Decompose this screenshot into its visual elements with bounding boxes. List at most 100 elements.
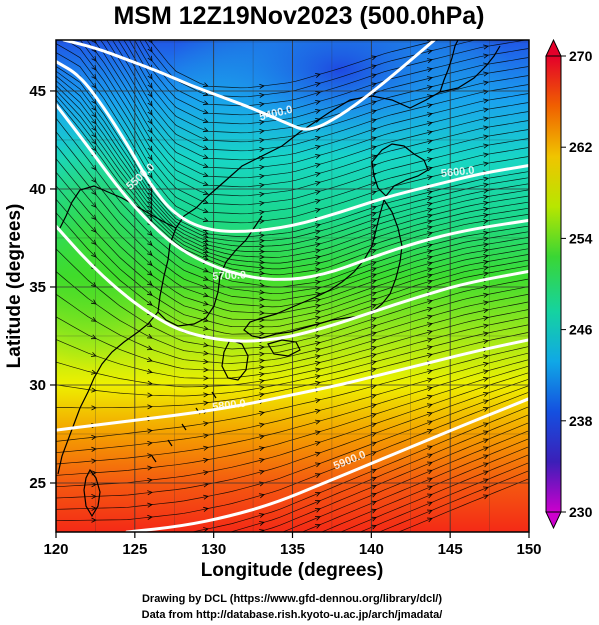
wind-arrowhead [259,469,265,475]
y-axis-ticks: 25 30 35 40 45 [29,83,56,492]
wind-arrowhead [315,408,321,414]
wind-arrowhead [427,166,433,172]
wind-arrowhead [483,125,489,131]
wind-arrowhead [427,103,433,109]
x-tick-label: 130 [201,541,226,558]
wind-arrowhead [427,299,433,305]
wind-arrowhead [482,462,489,468]
wind-arrowhead [203,392,209,398]
wind-arrowhead [370,82,377,88]
wind-arrowhead [202,292,209,298]
wind-arrowhead [483,176,489,182]
wind-arrowhead [483,339,489,345]
wind-arrowhead [315,172,321,177]
wind-arrowhead [315,540,320,544]
wind-arrowhead [202,217,209,223]
wind-arrowhead [315,248,321,254]
wind-arrowhead [203,445,209,451]
wind-arrowhead [315,154,321,159]
wind-arrowhead [259,546,264,550]
wind-arrowhead [370,303,377,309]
wind-arrowhead [259,249,265,255]
wind-arrowhead [427,49,433,55]
wind-arrowhead [483,206,489,212]
wind-arrowhead [147,73,153,80]
wind-arrowhead [147,477,153,483]
wind-arrowhead [315,360,321,366]
wind-arrowhead [202,284,209,289]
wind-arrowhead [314,441,321,446]
wind-arrowhead [259,513,265,518]
wind-arrowhead [147,127,153,134]
wind-arrowhead [91,446,97,452]
wind-arrowhead [370,73,377,79]
y-tick-label: 40 [29,181,46,198]
wind-arrowhead [203,584,208,588]
wind-arrowhead [147,211,153,218]
wind-arrowhead [259,422,265,428]
wind-arrowhead [370,432,377,437]
wind-arrowhead [147,163,153,170]
wind-arrowhead [426,477,433,483]
wind-arrowhead [259,365,265,371]
wind-streamline [139,40,528,107]
wind-arrowhead [315,347,321,353]
wind-arrowhead [202,127,209,133]
wind-arrowhead [92,562,97,566]
wind-arrowhead [427,225,433,231]
wind-arrowhead [370,100,377,106]
wind-arrowhead [483,188,489,194]
wind-arrowhead [202,190,209,196]
wind-arrowhead [92,570,97,574]
credit-data: Data from http://database.rish.kyoto-u.a… [142,609,443,621]
wind-arrowhead [370,154,377,160]
wind-arrowhead [483,200,489,206]
wind-arrowhead [259,119,265,125]
contour-label: 5700.0 [212,269,246,283]
wind-arrowhead [203,527,209,532]
wind-arrowhead [147,190,153,197]
wind-arrowhead [314,508,321,513]
wind-arrowhead [92,20,96,25]
wind-arrowhead [370,279,377,285]
wind-arrowhead [203,358,209,365]
wind-arrowhead [315,199,321,204]
wind-arrowhead [482,446,489,452]
wind-arrowhead [426,485,433,491]
wind-arrowhead [259,324,265,330]
colorbar-scale [545,55,562,513]
colorbar-tick-label: 230 [569,504,593,520]
wind-streamline [359,462,529,532]
wind-arrowhead [482,399,489,405]
wind-arrowhead [371,403,377,409]
wind-arrowhead [147,560,152,564]
wind-arrowhead [315,297,321,303]
wind-arrowhead [147,280,153,286]
height-contour-line [56,103,529,281]
wind-arrowhead [315,380,321,386]
wind-arrowhead [427,85,433,91]
wind-arrowhead [426,501,433,507]
wind-arrowhead [259,310,265,316]
contour-label: 5600.0 [440,165,475,180]
wind-arrowhead [427,76,433,82]
wind-arrowhead [426,509,433,515]
wind-arrowhead [259,233,265,239]
wind-streamline [301,438,529,532]
coast-kyushu [221,339,249,381]
wind-arrowhead [370,422,377,428]
wind-arrowhead [147,290,153,296]
wind-arrowhead [370,285,377,291]
wind-arrowhead [427,112,433,118]
wind-arrowhead [371,324,377,330]
wind-arrowhead [370,441,377,447]
wind-arrowhead [315,267,321,273]
wind-arrowhead [370,484,377,490]
wind-arrowhead [483,152,489,158]
wind-arrowhead [315,145,321,150]
wind-arrowhead [371,360,377,366]
cold-core [170,40,510,160]
wind-arrowhead [91,458,97,464]
y-tick-label: 25 [29,475,46,492]
wind-arrowhead [427,148,433,154]
